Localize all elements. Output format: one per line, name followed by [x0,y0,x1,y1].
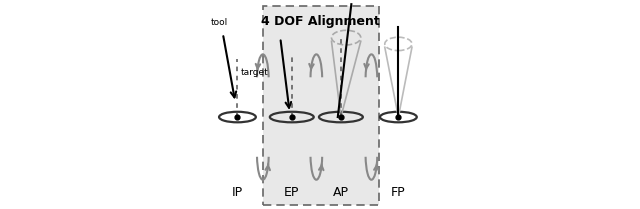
Text: EP: EP [284,186,300,199]
Text: tool: tool [211,18,228,27]
Ellipse shape [270,112,314,122]
Text: IP: IP [232,186,243,199]
Text: AP: AP [333,186,349,199]
FancyBboxPatch shape [262,6,378,205]
Text: FP: FP [391,186,406,199]
Text: target: target [241,68,268,77]
Ellipse shape [319,112,363,122]
Text: 4 DOF Alignment: 4 DOF Alignment [260,15,380,28]
